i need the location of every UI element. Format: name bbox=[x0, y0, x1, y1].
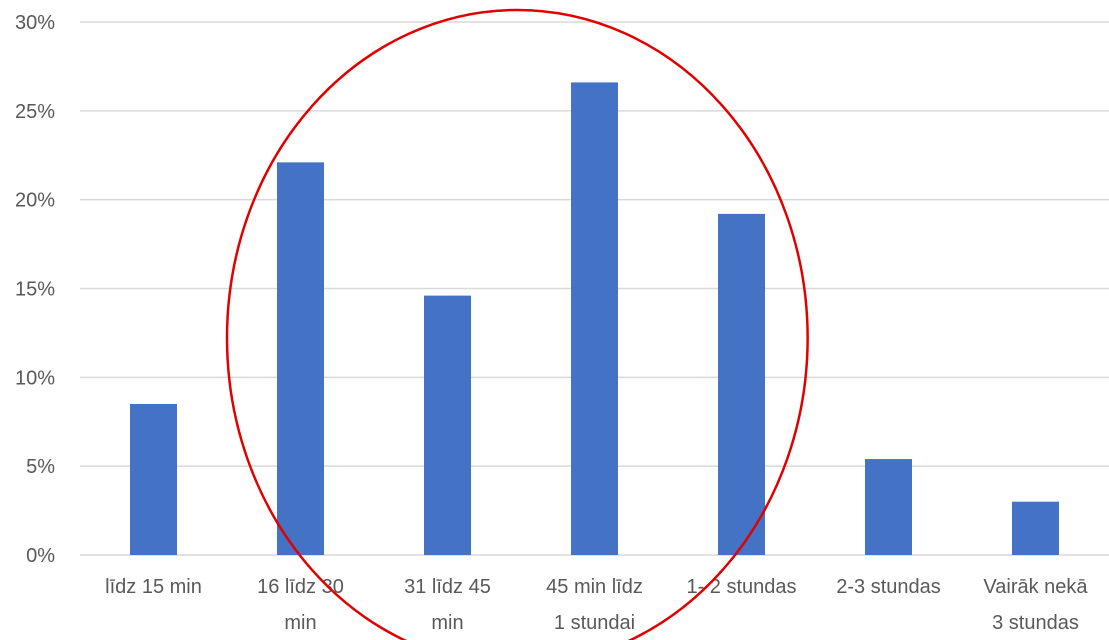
bar bbox=[130, 403, 177, 555]
x-category-label-line: min bbox=[431, 612, 463, 634]
x-category-label-line: 31 līdz 45 bbox=[404, 576, 491, 598]
x-axis-category-labels: līdz 15 min 16 līdz 30 min 31 līdz 45 min 45 … bbox=[105, 576, 1088, 634]
bars bbox=[130, 82, 1059, 555]
x-category-label-line: 16 līdz 30 bbox=[257, 576, 344, 598]
x-category-label-line: 45 min līdz bbox=[546, 576, 643, 598]
bar bbox=[571, 82, 618, 555]
annotation-ellipse bbox=[225, 8, 809, 640]
x-category-label-line: 2-3 stundas bbox=[836, 576, 941, 598]
x-category-label: 2-3 stundas bbox=[836, 576, 941, 598]
y-tick-label: 15% bbox=[15, 279, 55, 301]
x-category-label-line: Vairāk nekā bbox=[983, 576, 1088, 598]
x-category-label: līdz 15 min bbox=[105, 576, 202, 598]
y-tick-label: 10% bbox=[15, 367, 55, 389]
x-category-label-line: 1- 2 stundas bbox=[686, 576, 796, 598]
x-category-label: 1- 2 stundas bbox=[686, 576, 796, 598]
y-axis-tick-labels: 0% 5% 10% 15% 20% 25% 30% bbox=[15, 12, 55, 567]
x-category-label: 31 līdz 45 min bbox=[404, 576, 491, 634]
y-tick-label: 0% bbox=[26, 545, 55, 567]
annotation-layer bbox=[225, 8, 809, 640]
x-category-label: 16 līdz 30 min bbox=[257, 576, 344, 634]
x-category-label: Vairāk nekā 3 stundas bbox=[983, 576, 1088, 634]
x-category-label-line: min bbox=[284, 612, 316, 634]
x-category-label-line: 3 stundas bbox=[992, 612, 1079, 634]
y-tick-label: 20% bbox=[15, 190, 55, 212]
x-category-label-line: līdz 15 min bbox=[105, 576, 202, 598]
x-category-label: 45 min līdz 1 stundai bbox=[546, 576, 643, 634]
y-tick-label: 5% bbox=[26, 456, 55, 478]
x-category-label-line: 1 stundai bbox=[554, 612, 635, 634]
bar bbox=[424, 295, 471, 555]
y-tick-label: 30% bbox=[15, 12, 55, 34]
y-tick-label: 25% bbox=[15, 101, 55, 123]
bar bbox=[718, 213, 765, 555]
bar bbox=[1012, 501, 1059, 555]
bar bbox=[865, 459, 912, 555]
bar bbox=[277, 162, 324, 555]
